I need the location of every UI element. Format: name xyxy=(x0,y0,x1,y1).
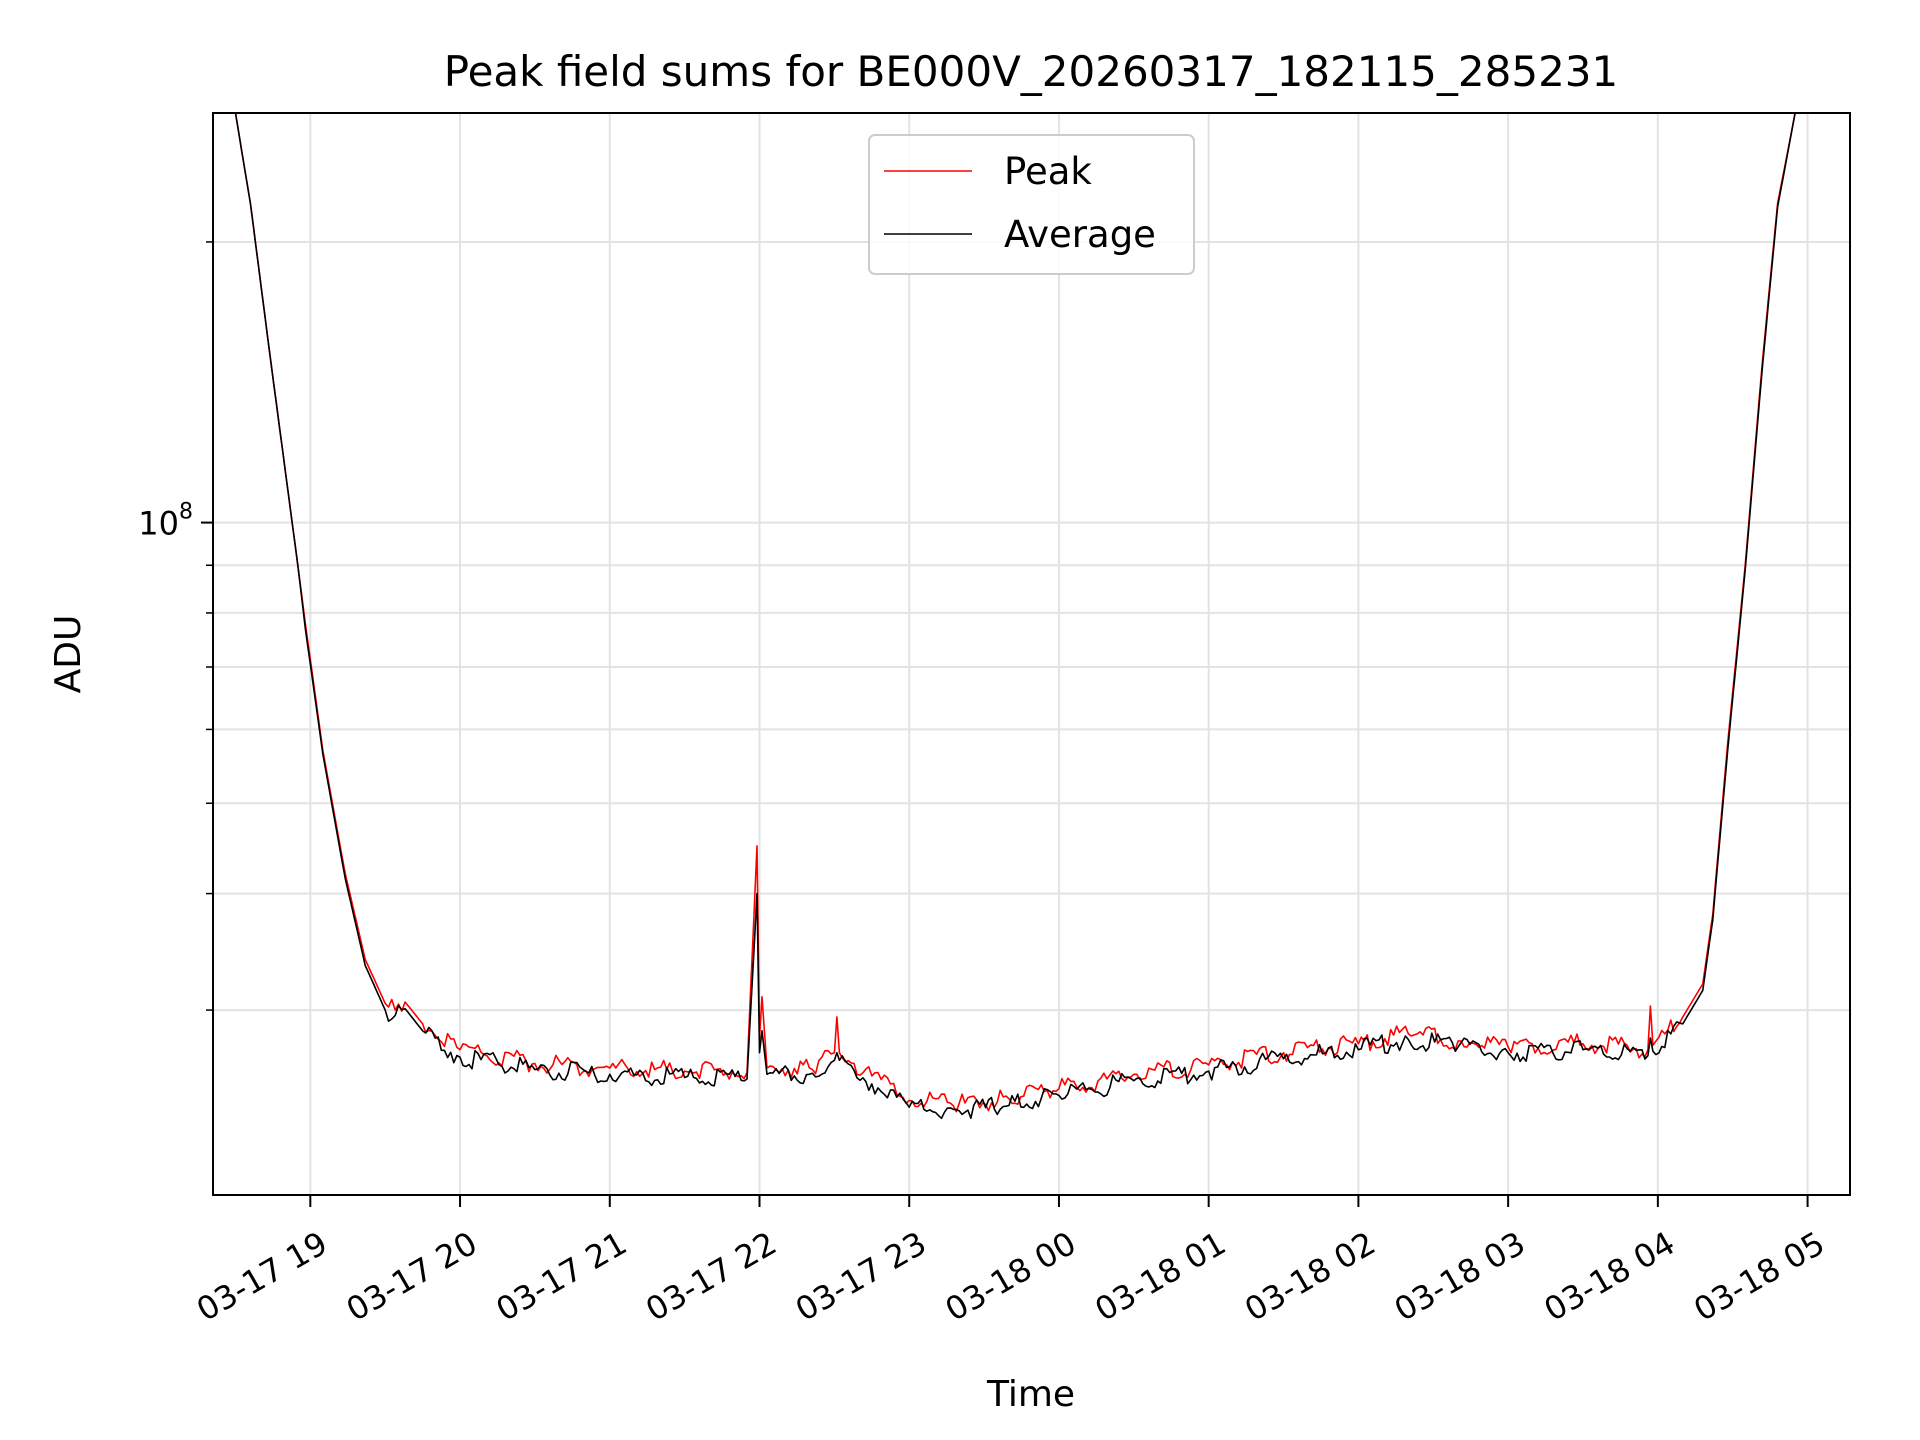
y-axis-label: ADU xyxy=(48,615,89,694)
legend-average-label: Average xyxy=(1004,213,1156,256)
y-axis: 108 xyxy=(138,241,213,1011)
chart-title: Peak field sums for BE000V_20260317_1821… xyxy=(444,47,1618,96)
series-line-average xyxy=(213,112,1850,1120)
plot-frame xyxy=(212,112,1851,1196)
legend-box xyxy=(868,134,1195,275)
legend: Peak Average xyxy=(868,134,1195,275)
plot-series-group xyxy=(213,112,1850,1120)
x-axis-label: Time xyxy=(986,1374,1075,1415)
y-tick-label: 108 xyxy=(138,500,193,543)
legend-peak-label: Peak xyxy=(1004,150,1092,193)
grid xyxy=(213,113,1850,1195)
